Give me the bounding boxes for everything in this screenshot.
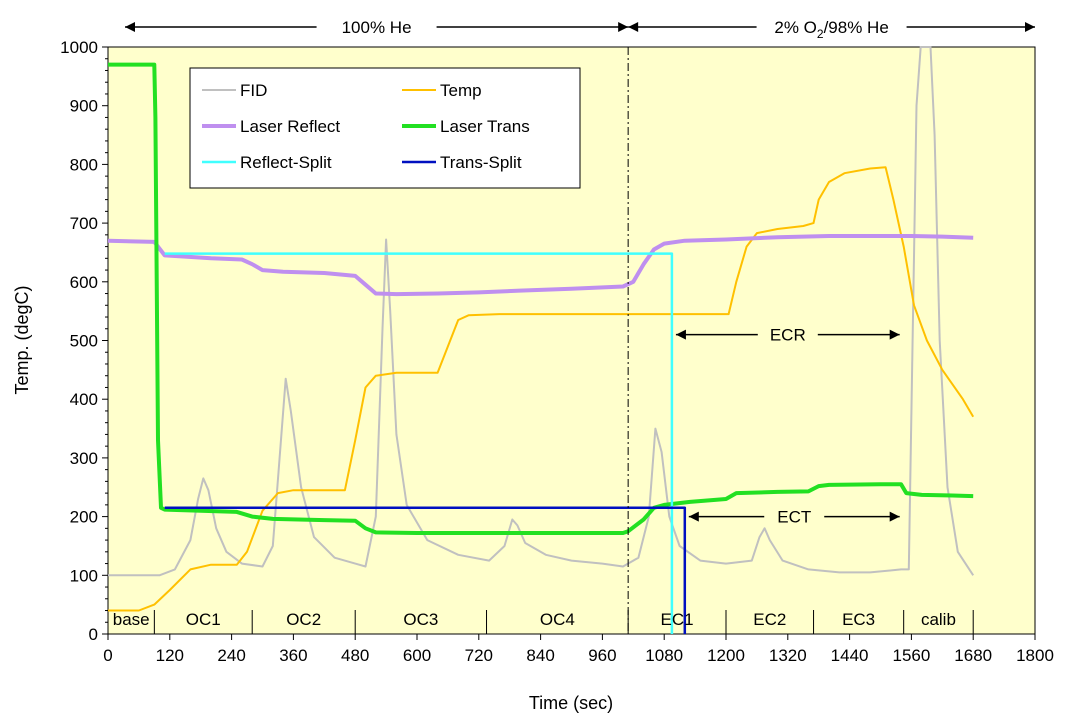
annotation-layer: ECR ECT <box>675 326 900 527</box>
x-tick-label: 720 <box>465 646 493 665</box>
x-tick-label: 360 <box>279 646 307 665</box>
region-label: 2% O2/98% He <box>774 18 888 41</box>
phase-label: OC2 <box>286 610 321 629</box>
x-tick-label: 1320 <box>769 646 807 665</box>
phase-label: OC4 <box>540 610 575 629</box>
legend-label: Trans-Split <box>440 153 522 172</box>
y-tick-label: 0 <box>89 625 98 644</box>
y-tick-label: 200 <box>70 508 98 527</box>
legend-label: FID <box>240 81 267 100</box>
x-tick-label: 480 <box>341 646 369 665</box>
legend: FID Temp Laser Reflect Laser Trans Reflect-S… <box>189 67 581 189</box>
annotation-arrow-head <box>675 329 686 340</box>
x-tick-label: 840 <box>526 646 554 665</box>
annotation-label: ECT <box>777 508 811 527</box>
region-arrow-head <box>1025 22 1035 32</box>
series-fid <box>108 46 975 577</box>
series-laser-trans <box>108 62 974 535</box>
x-tick-label: 0 <box>103 646 112 665</box>
region-arrow-head <box>618 22 629 32</box>
annotation-arrow-head <box>688 511 699 522</box>
y-tick-label: 800 <box>70 155 98 174</box>
phase-layer: base OC1 OC2 OC3 OC4 EC1 EC2 EC3 calib <box>113 610 974 634</box>
x-tick-label: 1680 <box>954 646 992 665</box>
legend-box <box>189 67 581 189</box>
annotation-arrow-head <box>889 329 900 340</box>
legend-label: Temp <box>440 81 482 100</box>
series-laser-reflect <box>107 234 974 297</box>
y-tick-label: 100 <box>70 566 98 585</box>
annotation-label: ECR <box>770 326 806 345</box>
y-tick-label: 300 <box>70 449 98 468</box>
phase-label: OC3 <box>403 610 438 629</box>
series-layer <box>107 46 975 634</box>
x-tick-label: 1200 <box>707 646 745 665</box>
annotation-arrow-head <box>889 511 900 522</box>
x-tick-label: 960 <box>588 646 616 665</box>
y-tick-label: 1000 <box>60 38 98 57</box>
region-arrow-head <box>628 22 639 32</box>
region-label: 100% He <box>342 18 412 37</box>
series-temp <box>108 166 975 612</box>
y-axis-title: Temp. (degC) <box>12 285 32 394</box>
y-tick-label: 700 <box>70 214 98 233</box>
x-tick-label: 1800 <box>1016 646 1054 665</box>
x-tick-label: 1560 <box>892 646 930 665</box>
y-tick-label: 600 <box>70 273 98 292</box>
y-tick-label: 900 <box>70 97 98 116</box>
phase-label: OC1 <box>186 610 221 629</box>
y-axis: 0 100 200 300 400 500 600 700 800 900 1000 <box>60 38 108 644</box>
phase-label: calib <box>921 610 956 629</box>
legend-label: Laser Trans <box>440 117 530 136</box>
y-tick-label: 500 <box>70 332 98 351</box>
phase-label: base <box>113 610 150 629</box>
phase-label: EC1 <box>661 610 694 629</box>
phase-label: EC2 <box>753 610 786 629</box>
x-tick-label: 600 <box>403 646 431 665</box>
x-axis-title: Time (sec) <box>529 693 613 713</box>
series-trans-split <box>164 506 687 634</box>
x-tick-label: 240 <box>217 646 245 665</box>
legend-label: Laser Reflect <box>240 117 340 136</box>
y-tick-label: 400 <box>70 390 98 409</box>
region-arrow-head <box>125 22 135 32</box>
x-tick-label: 1440 <box>831 646 869 665</box>
region-layer: 100% He 2% O2/98% He <box>125 18 1035 41</box>
phase-label: EC3 <box>842 610 875 629</box>
x-tick-label: 1080 <box>645 646 683 665</box>
x-axis: 0 120 240 360 480 600 720 840 960 1080 1200 1320 144… <box>103 634 1054 665</box>
x-tick-label: 120 <box>156 646 184 665</box>
legend-label: Reflect-Split <box>240 153 332 172</box>
